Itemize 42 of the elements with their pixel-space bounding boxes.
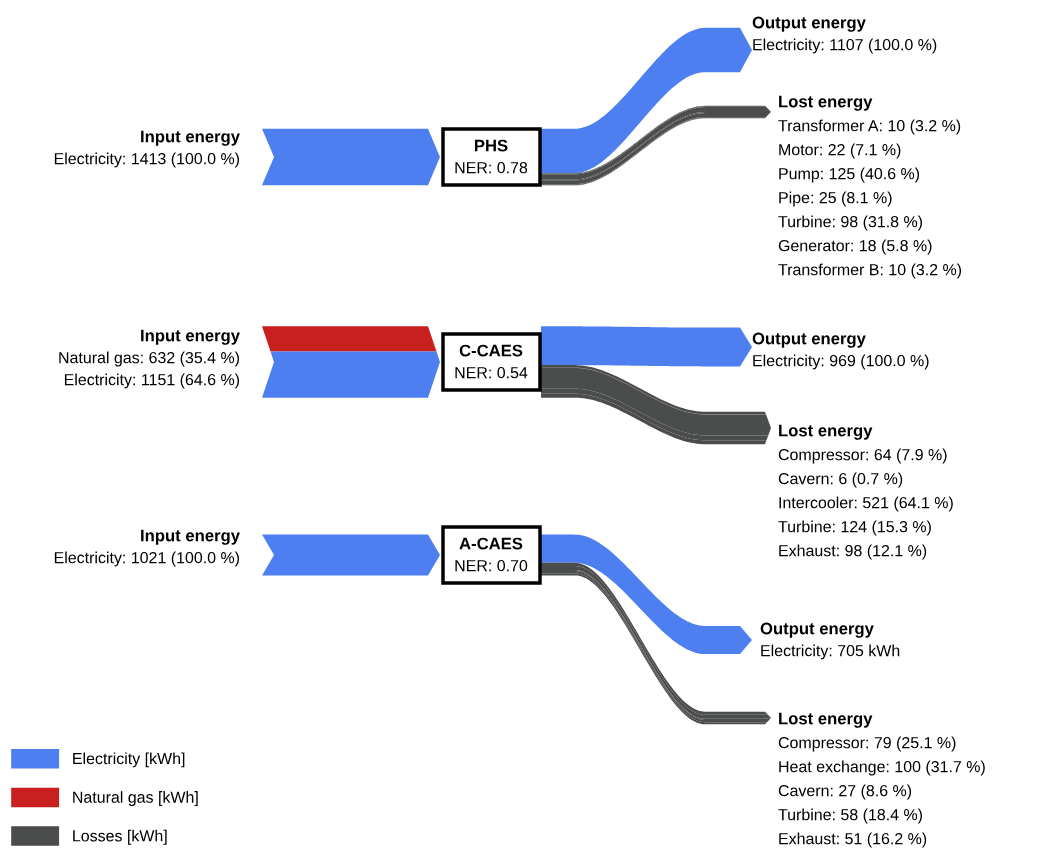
text: NER: 0.78 bbox=[455, 161, 528, 174]
category-label: Output energy bbox=[752, 16, 866, 32]
text: NER: 0.70 bbox=[455, 559, 528, 572]
data-label: Exhaust: 98 (12.1 %) bbox=[779, 544, 927, 560]
data-label: Electricity: 1151 (64.6 %) bbox=[64, 373, 240, 389]
data-label: Turbine: 124 (15.3 %) bbox=[778, 520, 931, 536]
data-label: Electricity: 1413 (100.0 %) bbox=[54, 152, 240, 168]
category-label: Lost energy bbox=[779, 95, 873, 111]
text: A-CAES bbox=[459, 537, 523, 550]
text: PHS bbox=[474, 139, 508, 152]
data-label: Cavern: 6 (0.7 %) bbox=[778, 472, 903, 488]
data-label: Pipe: 25 (8.1 %) bbox=[779, 191, 892, 207]
data-label: Turbine: 98 (31.8 %) bbox=[778, 215, 923, 231]
data-label: Natural gas: 632 (35.4 %) bbox=[59, 351, 240, 367]
category-label: Input energy bbox=[141, 329, 240, 345]
data-label: Exhaust: 51 (16.2 %) bbox=[779, 832, 927, 848]
legend-label: Losses [kWh] bbox=[73, 829, 167, 845]
category-label: Lost energy bbox=[779, 712, 873, 728]
data-label: Transformer A: 10 (3.2 %) bbox=[778, 119, 961, 135]
text: C-CAES bbox=[459, 344, 523, 357]
data-label: Compressor: 79 (25.1 %) bbox=[778, 736, 956, 752]
data-label: Turbine: 58 (18.4 %) bbox=[778, 808, 923, 824]
data-label: Electricity: 969 (100.0 %) bbox=[753, 354, 929, 370]
category-label: Input energy bbox=[141, 529, 240, 545]
data-label: Transformer B: 10 (3.2 %) bbox=[778, 263, 962, 279]
data-label: Motor: 22 (7.1 %) bbox=[779, 143, 901, 159]
data-label: Generator: 18 (5.8 %) bbox=[778, 239, 932, 255]
legend-label: Electricity [kWh] bbox=[73, 752, 185, 768]
data-label: Electricity: 1107 (100.0 %) bbox=[753, 38, 937, 54]
legend-label: Natural gas [kWh] bbox=[73, 791, 198, 807]
data-label: Electricity: 1021 (100.0 %) bbox=[54, 551, 240, 567]
data-label: Heat exchange: 100 (31.7 %) bbox=[779, 760, 985, 776]
category-label: Output energy bbox=[752, 332, 866, 348]
text: NER: 0.54 bbox=[455, 366, 528, 379]
category-label: Output energy bbox=[760, 622, 874, 638]
category-label: Lost energy bbox=[779, 424, 873, 440]
data-label: Electricity: 705 kWh bbox=[761, 644, 900, 660]
category-label: Input energy bbox=[141, 130, 240, 146]
data-label: Cavern: 27 (8.6 %) bbox=[778, 784, 912, 800]
data-label: Compressor: 64 (7.9 %) bbox=[778, 448, 947, 464]
data-label: Intercooler: 521 (64.1 %) bbox=[779, 496, 953, 512]
data-label: Pump: 125 (40.6 %) bbox=[779, 167, 920, 183]
